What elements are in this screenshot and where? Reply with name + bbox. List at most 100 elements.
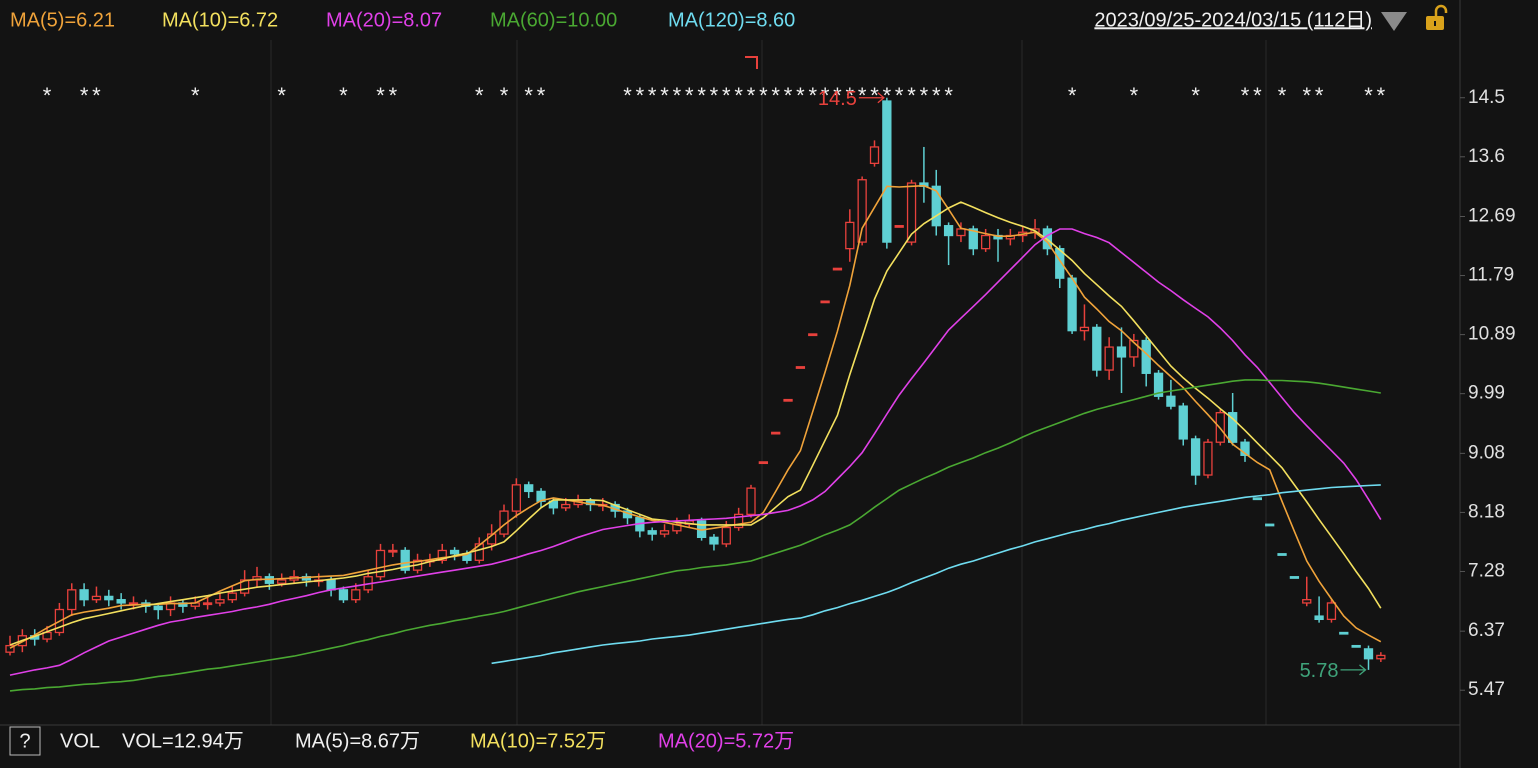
candle-body: [721, 526, 731, 545]
legend-entry: MA(10)=6.72: [162, 9, 278, 31]
candle-body: [783, 398, 793, 402]
candle-body: [771, 431, 781, 435]
event-mark: *: [734, 83, 743, 108]
event-mark: *: [685, 83, 694, 108]
candle-body: [437, 549, 447, 561]
legend-entry: MA(5)=6.21: [10, 9, 115, 31]
legend-entry: MA(20)=8.07: [326, 9, 442, 31]
event-mark: *: [895, 83, 904, 108]
candle-body: [1363, 648, 1374, 660]
event-mark: *: [636, 83, 645, 108]
event-mark: *: [500, 83, 509, 108]
candle-body: [1265, 523, 1275, 527]
candle-body: [647, 530, 657, 535]
candle-body: [820, 300, 830, 304]
help-box[interactable]: [9, 726, 41, 756]
ma-line: [9, 379, 1381, 692]
ma-line: [9, 201, 1382, 646]
candle-body: [351, 589, 361, 601]
candle-body: [746, 487, 756, 516]
dropdown-arrow[interactable]: [1381, 12, 1407, 31]
volume-legend-entry: VOL=12.94万: [122, 730, 244, 752]
legend-entry: MA(60)=10.00: [490, 9, 617, 31]
candle-body: [227, 592, 237, 601]
candle-body: [326, 579, 336, 591]
candle-body: [79, 589, 89, 601]
candle-body: [116, 599, 126, 604]
candle-body: [956, 228, 966, 237]
event-mark: *: [944, 83, 953, 108]
candle-body: [968, 228, 978, 250]
candle-body: [857, 179, 867, 243]
ma-line: [491, 484, 1381, 665]
volume-label: VOL: [60, 730, 100, 752]
candle-body: [375, 549, 386, 578]
candle-body: [1326, 602, 1337, 621]
event-mark: *: [858, 83, 867, 108]
event-mark: *: [648, 83, 657, 108]
candle-body: [1190, 438, 1201, 476]
y-tick-label: 11.79: [1468, 265, 1514, 286]
low-annotation: 5.78: [1300, 660, 1339, 682]
candle-body: [1116, 346, 1127, 358]
event-mark: *: [1364, 83, 1373, 108]
candle-body: [215, 599, 225, 604]
candle-body: [845, 221, 855, 250]
lock-icon[interactable]: [1426, 4, 1448, 30]
event-mark: *: [389, 83, 398, 108]
candle-body: [511, 484, 521, 512]
candle-body: [1067, 277, 1077, 332]
candle-body: [1153, 372, 1164, 397]
candle-body: [388, 549, 398, 553]
candle-body: [561, 503, 571, 509]
y-tick-label: 10.89: [1468, 324, 1516, 345]
event-mark: *: [920, 83, 929, 108]
y-tick-label: 9.08: [1468, 442, 1505, 463]
high-annotation: 14.5: [818, 88, 857, 110]
candle-body: [277, 579, 287, 584]
event-mark: *: [808, 83, 817, 108]
event-mark: *: [1241, 83, 1250, 108]
y-tick-label: 7.28: [1468, 560, 1505, 581]
candle-body: [338, 589, 349, 601]
event-mark: *: [339, 83, 348, 108]
candle-body: [709, 536, 719, 545]
event-mark: *: [697, 83, 706, 108]
candle-body: [202, 602, 213, 606]
legend-entry: MA(120)=8.60: [668, 9, 795, 31]
candle-body: [1055, 247, 1065, 279]
candle-body: [659, 530, 670, 535]
candle-body: [1289, 576, 1300, 579]
event-mark: *: [932, 83, 941, 108]
event-mark: *: [1253, 83, 1262, 108]
event-mark: *: [1315, 83, 1324, 108]
event-mark: *: [759, 83, 768, 108]
event-mark: *: [376, 83, 385, 108]
lock-shackle: [1434, 4, 1448, 16]
help-label[interactable]: ?: [19, 730, 30, 752]
candles: [5, 97, 1386, 670]
event-mark: *: [710, 83, 719, 108]
event-mark: *: [883, 83, 892, 108]
candle-body: [1302, 599, 1312, 604]
candle-body: [1129, 339, 1139, 358]
candle-body: [1351, 644, 1361, 648]
candle-body: [524, 484, 534, 493]
event-mark: *: [191, 83, 200, 108]
event-mark: *: [1377, 83, 1386, 108]
candle-body: [153, 605, 163, 611]
date-range[interactable]: 2023/09/25-2024/03/15 (112日): [1094, 9, 1372, 31]
lock-hole: [1434, 21, 1436, 26]
event-mark: *: [821, 83, 830, 108]
candle-body: [1240, 441, 1250, 456]
candle-body: [1166, 395, 1176, 407]
y-tick-label: 8.18: [1468, 501, 1505, 522]
candle-body: [906, 182, 917, 243]
candle-body: [548, 500, 559, 509]
event-mark: *: [747, 83, 756, 108]
event-mark: *: [277, 83, 286, 108]
candle-body: [67, 589, 77, 611]
event-mark: *: [771, 83, 780, 108]
